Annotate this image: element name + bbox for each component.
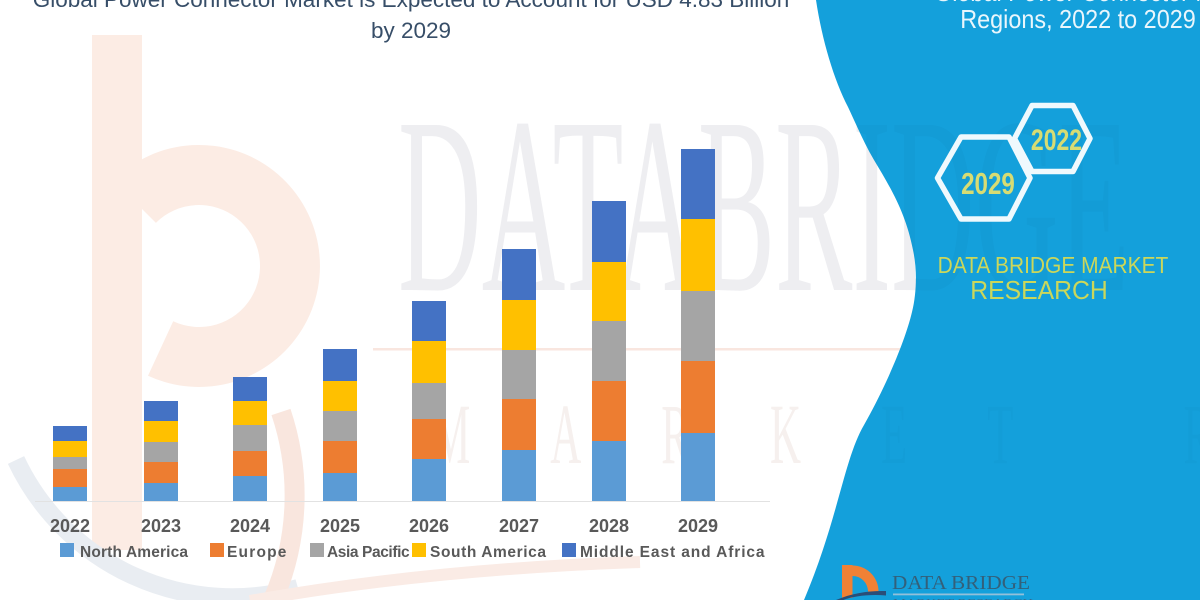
svg-text:2029: 2029	[961, 166, 1015, 201]
svg-text:DATA BRIDGE: DATA BRIDGE	[892, 573, 1030, 594]
svg-text:MARKET RES: MARKET RES	[432, 386, 1200, 482]
svg-text:2022: 2022	[1031, 123, 1082, 156]
svg-text:MARKET RESEARCH: MARKET RESEARCH	[893, 597, 1033, 600]
